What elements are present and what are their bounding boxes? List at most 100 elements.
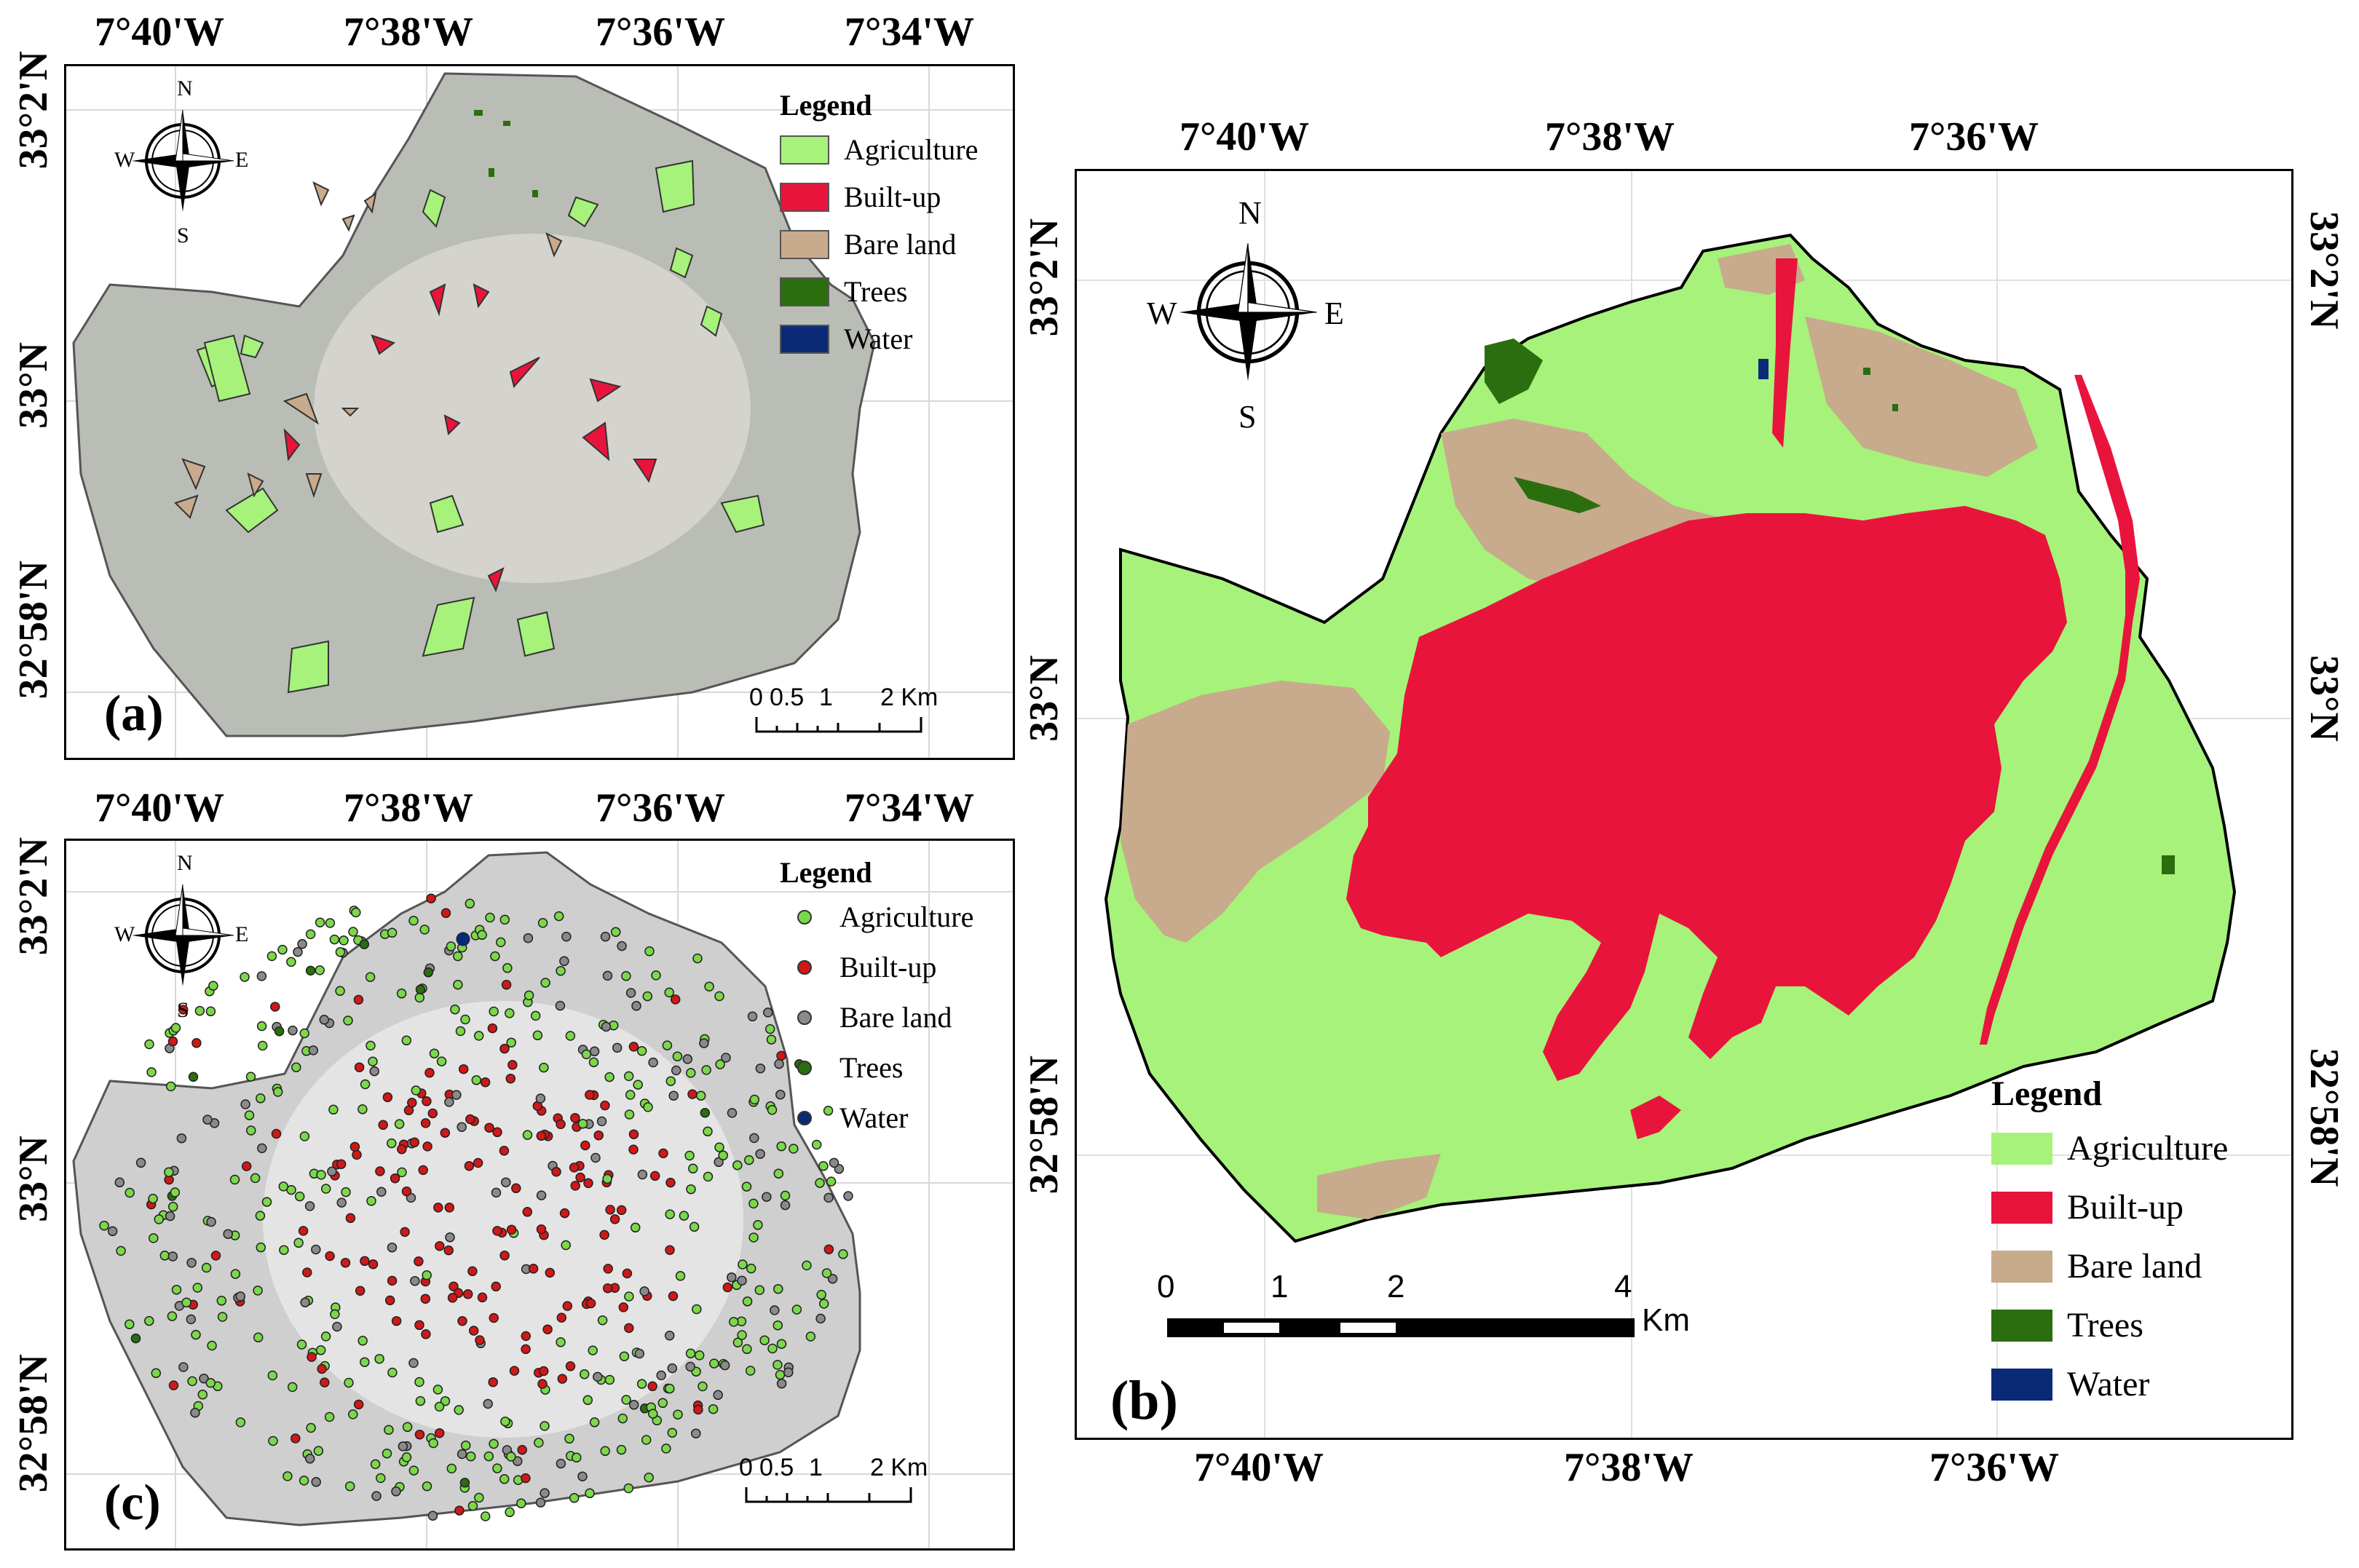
sample-point	[600, 1100, 610, 1111]
sample-point	[694, 1350, 705, 1361]
sample-point	[188, 1072, 199, 1082]
sample-point	[286, 957, 296, 967]
scale-bar-c: 0 0.5 1 2 Km	[739, 1454, 928, 1505]
sample-point	[748, 1198, 759, 1209]
sample-point	[387, 1242, 398, 1253]
sample-point	[492, 1463, 502, 1473]
sample-point	[359, 939, 370, 949]
sample-point	[542, 1324, 553, 1334]
sample-point	[154, 1214, 165, 1224]
sample-point	[368, 1056, 378, 1066]
sample-point	[465, 898, 475, 909]
sample-point	[811, 1139, 822, 1150]
compass-icon	[132, 109, 234, 212]
sample-point	[454, 1505, 465, 1516]
scale-bar-a: 0 0.5 1 2 Km	[749, 684, 939, 734]
compass-n-label: N	[177, 851, 193, 875]
sample-point	[244, 1110, 255, 1120]
sample-point	[747, 1011, 758, 1022]
sample-point	[700, 1107, 711, 1118]
sample-point	[821, 1268, 832, 1278]
panel-b-svg	[1077, 171, 2291, 1438]
sample-point	[168, 1380, 179, 1390]
sample-point	[755, 1149, 765, 1159]
sample-point	[581, 1049, 592, 1060]
sample-point	[422, 1141, 432, 1152]
sample-point	[623, 1483, 634, 1494]
sample-point	[471, 1075, 482, 1085]
sample-point	[661, 1444, 671, 1454]
sample-point	[287, 1382, 298, 1393]
sample-point	[371, 1491, 382, 1501]
sample-point	[597, 1315, 608, 1326]
sample-point	[408, 1465, 419, 1476]
sample-point	[458, 1064, 469, 1074]
sample-point	[643, 1102, 653, 1112]
sample-point	[246, 1125, 256, 1136]
sample-point	[293, 1238, 304, 1248]
sample-point	[324, 1411, 335, 1422]
legend-item-trees: Trees	[780, 1050, 973, 1085]
sample-point	[521, 1473, 531, 1484]
sample-point	[349, 1141, 360, 1152]
sample-point	[616, 1205, 627, 1216]
c-lat-left-0: 33°2'N	[11, 837, 56, 956]
sample-point	[491, 1187, 502, 1198]
sample-point	[376, 1187, 387, 1197]
sample-point	[268, 1436, 278, 1446]
sample-point	[460, 1014, 470, 1025]
sample-point	[407, 1098, 417, 1108]
sample-point	[261, 1197, 272, 1207]
sample-point	[293, 946, 303, 957]
sample-point	[329, 934, 340, 945]
compass-s-label: S	[177, 998, 189, 1022]
sample-point	[507, 1060, 518, 1070]
sample-point	[618, 1302, 629, 1312]
sample-point	[291, 1433, 301, 1444]
sample-point	[256, 1021, 267, 1032]
legend-title: Legend	[780, 856, 872, 889]
sample-point	[509, 1366, 520, 1376]
sample-point	[699, 1038, 709, 1048]
sample-point	[202, 1114, 213, 1125]
sample-point	[485, 912, 495, 923]
sample-point	[235, 1291, 246, 1302]
sample-point	[414, 1429, 425, 1440]
legend-item-agriculture: Agriculture	[780, 132, 978, 167]
sample-point	[772, 1320, 783, 1331]
sample-point	[593, 1371, 603, 1382]
sample-point	[274, 1026, 285, 1037]
sample-point	[577, 1471, 588, 1481]
sample-point	[255, 1211, 266, 1221]
sample-point	[192, 1283, 203, 1293]
sample-point	[446, 941, 457, 951]
sample-point	[360, 1079, 371, 1090]
sample-point	[427, 1108, 438, 1119]
sample-point	[602, 1173, 612, 1184]
sample-point	[256, 1093, 266, 1104]
sample-point	[647, 1381, 657, 1392]
sample-point	[473, 1031, 484, 1041]
compass-w-label: W	[114, 148, 135, 172]
sample-point	[484, 1122, 494, 1133]
sample-point	[749, 1094, 760, 1105]
sample-point	[208, 981, 218, 991]
sample-point	[390, 1173, 400, 1184]
sample-point	[414, 1320, 424, 1331]
sample-point	[304, 1201, 315, 1211]
sample-point	[341, 1187, 351, 1197]
sample-point	[360, 1256, 370, 1267]
sample-point	[440, 1395, 451, 1406]
sample-point	[499, 1250, 510, 1261]
sample-point	[572, 1452, 582, 1463]
sample-point	[827, 1273, 838, 1284]
legend-item-trees: Trees	[780, 274, 978, 309]
legend-title: Legend	[780, 89, 872, 122]
sample-point	[802, 1260, 812, 1271]
sample-point	[755, 1063, 766, 1074]
sample-point	[320, 1331, 331, 1342]
sample-point	[316, 1170, 326, 1180]
sample-point	[741, 1181, 752, 1192]
sample-point	[411, 1085, 422, 1096]
sample-point	[625, 988, 636, 998]
